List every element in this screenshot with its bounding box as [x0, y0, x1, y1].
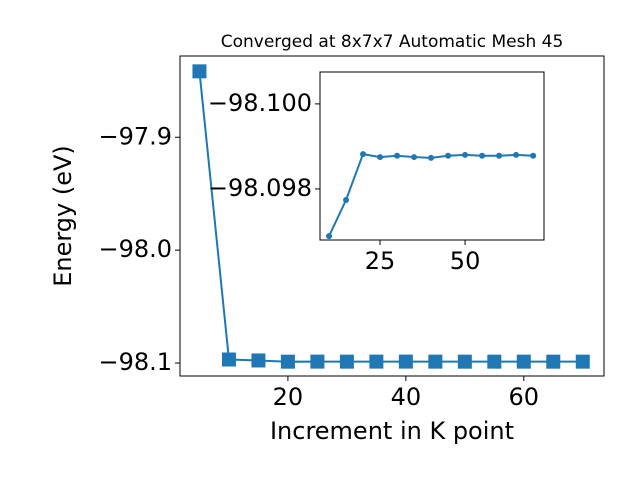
marker — [377, 154, 384, 161]
marker — [221, 352, 236, 367]
marker — [516, 354, 531, 369]
marker — [530, 152, 537, 159]
marker — [487, 354, 502, 369]
x-tick-label: 60 — [509, 383, 540, 411]
plot-frame — [179, 55, 605, 377]
marker — [369, 354, 384, 369]
marker — [428, 354, 443, 369]
y-tick-label: −98.100 — [208, 89, 312, 117]
marker — [394, 152, 401, 159]
y-tick-label: −98.098 — [208, 174, 312, 202]
marker — [310, 354, 325, 369]
y-tick-label: −98.0 — [98, 235, 172, 263]
marker — [360, 151, 367, 158]
marker — [546, 354, 561, 369]
marker — [339, 354, 354, 369]
marker — [343, 197, 350, 204]
y-tick-label: −97.9 — [98, 122, 172, 150]
marker — [251, 353, 266, 368]
y-tick-label: −98.1 — [98, 348, 172, 376]
plot-frame — [319, 71, 545, 241]
marker — [575, 354, 590, 369]
marker — [445, 152, 452, 159]
marker — [479, 152, 486, 159]
marker — [457, 354, 472, 369]
marker — [411, 154, 418, 161]
x-tick-label: 50 — [450, 247, 481, 275]
x-axis-label: Increment in K point — [270, 417, 514, 445]
y-axis-label: Energy (eV) — [49, 145, 77, 287]
marker — [496, 152, 503, 159]
x-tick-label: 25 — [365, 247, 396, 275]
chart-title: Converged at 8x7x7 Automatic Mesh 45 — [221, 32, 564, 52]
marker — [398, 354, 413, 369]
marker — [192, 64, 207, 79]
marker — [462, 151, 469, 158]
x-tick-label: 40 — [391, 383, 422, 411]
marker — [428, 154, 435, 161]
marker — [513, 151, 520, 158]
marker — [280, 354, 295, 369]
marker — [326, 233, 333, 240]
x-tick-label: 20 — [273, 383, 304, 411]
